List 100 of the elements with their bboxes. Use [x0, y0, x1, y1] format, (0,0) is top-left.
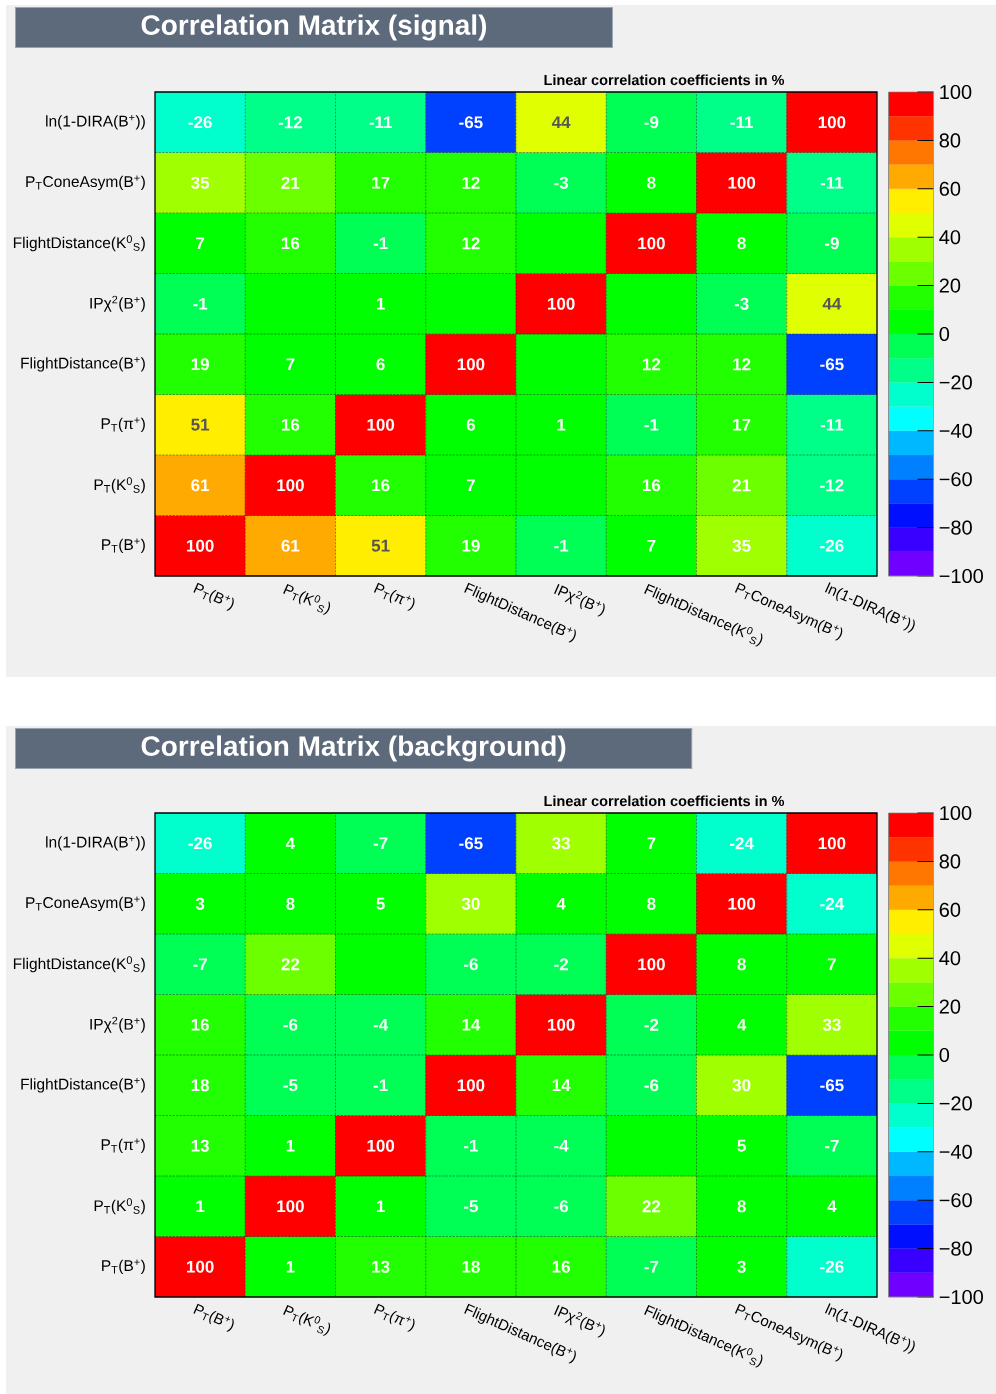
color-bar-label: −40 — [939, 1144, 972, 1159]
data-label: -9 — [824, 237, 839, 250]
data-label: -26 — [188, 116, 212, 129]
data-label: 13 — [372, 1260, 390, 1273]
data-label: 8 — [647, 897, 656, 910]
y-tick-label: ln(1-DIRA(B$^{+}$)) — [46, 114, 145, 130]
data-label: 1 — [376, 297, 385, 310]
data-label: -11 — [820, 176, 844, 189]
data-label: 100 — [367, 418, 395, 431]
color-bar-label: 0 — [939, 1047, 950, 1063]
data-label: 8 — [647, 176, 656, 189]
data-label: 51 — [371, 539, 390, 552]
data-label: 17 — [372, 176, 390, 189]
data-label: 12 — [733, 358, 751, 371]
data-label: -65 — [459, 837, 483, 850]
data-label: -4 — [554, 1139, 569, 1152]
y-tick-label: P$_{T}$ConeAsym(B$^{+}$) — [26, 896, 145, 912]
color-bar-label: −100 — [939, 1289, 983, 1305]
x-tick-label: P$_{T}$(K$^{0}$$_{S}$) — [283, 583, 331, 615]
data-label: 12 — [642, 358, 661, 371]
color-bar-label: 60 — [939, 902, 961, 917]
y-tick-label: P$_{T}$(B$^{+}$) — [102, 1259, 145, 1275]
data-label: 100 — [818, 837, 846, 850]
x-tick-label: P$_{T}$(B$^{+}$) — [193, 1303, 234, 1332]
color-bar-label: −100 — [939, 568, 983, 584]
data-label: 1 — [376, 1200, 385, 1213]
data-label: -5 — [283, 1079, 298, 1092]
data-label: 7 — [827, 958, 836, 971]
y-tick-label: FlightDistance(K$^{0}$$_{S}$) — [13, 956, 145, 973]
data-label: 4 — [556, 897, 566, 910]
color-bar-label: −80 — [939, 1241, 972, 1256]
data-label: 100 — [367, 1139, 395, 1152]
y-tick-label: P$_{T}$(K$^{0}$$_{S}$) — [94, 477, 145, 494]
chart-subtitle: Linear correlation coefficients in % — [544, 74, 785, 86]
data-label: 4 — [737, 1018, 747, 1031]
color-bar-label: −80 — [939, 520, 972, 535]
data-label: -5 — [463, 1200, 478, 1213]
color-bar-label: 100 — [940, 84, 972, 100]
color-bar-label: 40 — [939, 951, 961, 966]
data-label: -3 — [554, 176, 569, 189]
color-bar-label: 20 — [939, 278, 961, 293]
data-label: -1 — [644, 418, 659, 431]
data-label: 51 — [191, 418, 210, 431]
data-label: 61 — [281, 539, 300, 552]
y-tick-label: P$_{T}$(π$^{+}$) — [101, 1138, 145, 1154]
data-label: 14 — [462, 1018, 481, 1031]
y-tick-label: FlightDistance(B$^{+}$) — [21, 1077, 145, 1093]
data-label: -7 — [644, 1260, 659, 1273]
chart-title: Correlation Matrix (background) — [141, 735, 566, 762]
data-label: 1 — [286, 1139, 295, 1152]
data-label: 5 — [737, 1139, 746, 1152]
data-label: 35 — [732, 539, 751, 552]
data-label: 61 — [191, 479, 210, 492]
data-label: -2 — [644, 1018, 659, 1031]
data-label: 8 — [737, 958, 746, 971]
data-label: 21 — [732, 479, 751, 492]
data-label: 7 — [196, 237, 205, 250]
data-label: -1 — [463, 1139, 478, 1152]
data-label: 1 — [196, 1200, 205, 1213]
chart-subtitle: Linear correlation coefficients in % — [544, 795, 785, 807]
y-tick-label: IPχ$^{2}$(B$^{+}$) — [90, 295, 145, 312]
y-tick-label: P$_{T}$(π$^{+}$) — [101, 417, 145, 433]
data-label: -65 — [459, 116, 483, 129]
x-tick-label: P$_{T}$(π$^{+}$) — [373, 582, 415, 611]
data-label: -11 — [730, 116, 753, 129]
data-label: -1 — [554, 539, 569, 552]
data-label: 100 — [728, 176, 756, 189]
data-label: 44 — [822, 297, 842, 310]
data-label: 44 — [551, 116, 571, 129]
data-label: -1 — [373, 237, 388, 250]
data-label: 17 — [733, 418, 751, 431]
data-label: -26 — [188, 837, 212, 850]
data-label: -12 — [820, 479, 844, 492]
data-label: -7 — [193, 958, 207, 971]
data-label: -1 — [373, 1079, 388, 1092]
data-label: -4 — [373, 1018, 389, 1031]
data-label: 6 — [466, 418, 475, 431]
data-label: 100 — [457, 1079, 485, 1092]
data-label: -7 — [373, 837, 388, 850]
data-label: 33 — [822, 1018, 841, 1031]
data-label: 16 — [281, 237, 300, 250]
data-label: 4 — [827, 1200, 837, 1213]
color-bar-label: 0 — [939, 326, 950, 342]
data-label: 100 — [728, 897, 756, 910]
y-tick-label: IPχ$^{2}$(B$^{+}$) — [90, 1016, 145, 1033]
data-label: 4 — [285, 837, 296, 850]
x-tick-label: P$_{T}$(K$^{0}$$_{S}$) — [283, 1304, 331, 1336]
data-label: -2 — [554, 958, 568, 971]
data-label: 100 — [548, 297, 575, 310]
y-tick-label: P$_{T}$(K$^{0}$$_{S}$) — [94, 1198, 145, 1215]
data-label: 30 — [732, 1079, 751, 1092]
color-bar-label: 80 — [939, 854, 961, 869]
data-label: -6 — [463, 958, 478, 971]
data-label: 22 — [642, 1200, 661, 1213]
data-label: 12 — [462, 176, 480, 189]
y-tick-label: FlightDistance(B$^{+}$) — [21, 356, 145, 372]
data-label: 100 — [638, 958, 665, 971]
data-label: 100 — [277, 479, 304, 492]
color-bar-label: −60 — [939, 1193, 972, 1208]
y-tick-label: FlightDistance(K$^{0}$$_{S}$) — [13, 235, 145, 252]
